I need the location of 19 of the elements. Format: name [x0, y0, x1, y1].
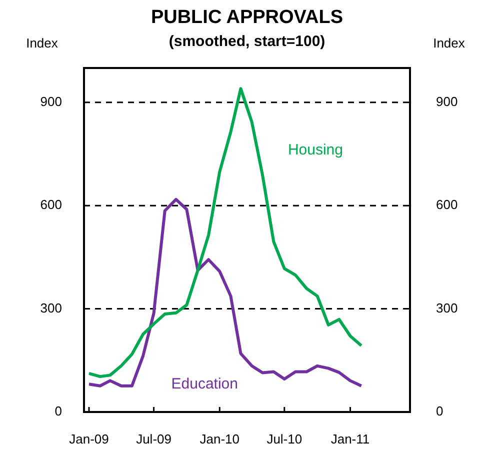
y2-tick-label: 300 — [436, 300, 458, 316]
y-tick-label: 900 — [40, 94, 62, 109]
y-tick-label: 0 — [54, 404, 62, 419]
y2-tick-label: 900 — [436, 94, 458, 109]
y2-tick-label: 600 — [436, 197, 458, 212]
chart-title: PUBLIC APPROVALS — [150, 7, 344, 28]
y-tick-label: 600 — [40, 197, 62, 212]
series-label: Housing — [288, 142, 343, 159]
x-tick-label: Jan-09 — [69, 431, 109, 446]
y-axis-title: Index — [26, 36, 58, 51]
y2-axis-title: Index — [433, 36, 466, 51]
chart-subtitle: (smoothed, start=100) — [168, 33, 326, 50]
x-tick-label: Jul-10 — [266, 431, 302, 446]
x-tick-label: Jan-11 — [330, 431, 370, 446]
y-tick-label: 300 — [40, 300, 62, 316]
y2-tick-label: 0 — [436, 404, 444, 419]
series-label: Education — [171, 376, 238, 393]
x-tick-label: Jul-09 — [136, 431, 172, 446]
x-tick-label: Jan-10 — [200, 431, 240, 446]
